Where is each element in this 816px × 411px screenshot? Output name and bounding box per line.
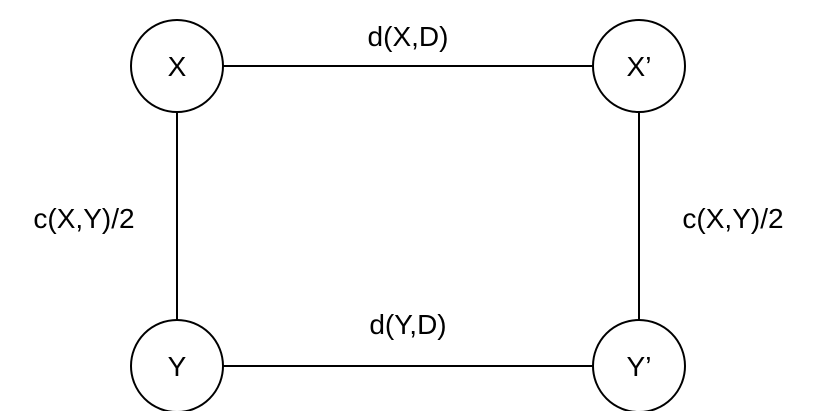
edge-label-top: d(X,D) [368,21,449,52]
edge-label-left: c(X,Y)/2 [33,203,134,234]
node-x-label: X [168,51,187,82]
node-y-prime: Y’ [592,319,686,411]
node-y-label: Y [168,351,187,382]
node-y-circle [130,319,224,411]
node-x-circle [130,19,224,113]
node-x-prime: X’ [592,19,686,113]
node-x-prime-circle [592,19,686,113]
node-x: X [130,19,224,113]
node-y: Y [130,319,224,411]
edge-label-right: c(X,Y)/2 [682,203,783,234]
node-x-prime-label: X’ [627,51,652,82]
edge-label-bottom: d(Y,D) [369,309,446,340]
node-y-prime-label: Y’ [627,351,652,382]
node-y-prime-circle [592,319,686,411]
